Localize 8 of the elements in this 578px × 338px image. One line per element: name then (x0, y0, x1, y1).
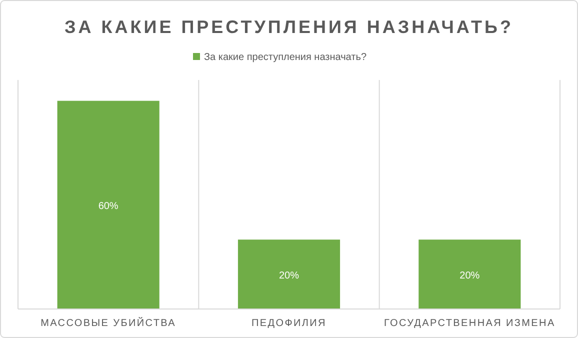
data-label: 20% (460, 270, 480, 282)
data-label: 20% (278, 270, 300, 282)
legend-label: За какие преступления назначать? (204, 52, 367, 63)
x-tick-label: МАССОВЫЕ УБИЙСТВА (40, 316, 176, 329)
data-label: 60% (98, 200, 118, 212)
x-tick-label: ПЕДОФИЛИЯ (252, 318, 326, 329)
x-tick-label: ГОСУДАРСТВЕННАЯ ИЗМЕНА (384, 318, 556, 329)
chart-title: ЗА КАКИЕ ПРЕСТУПЛЕНИЯ НАЗНАЧАТЬ? (64, 17, 514, 37)
